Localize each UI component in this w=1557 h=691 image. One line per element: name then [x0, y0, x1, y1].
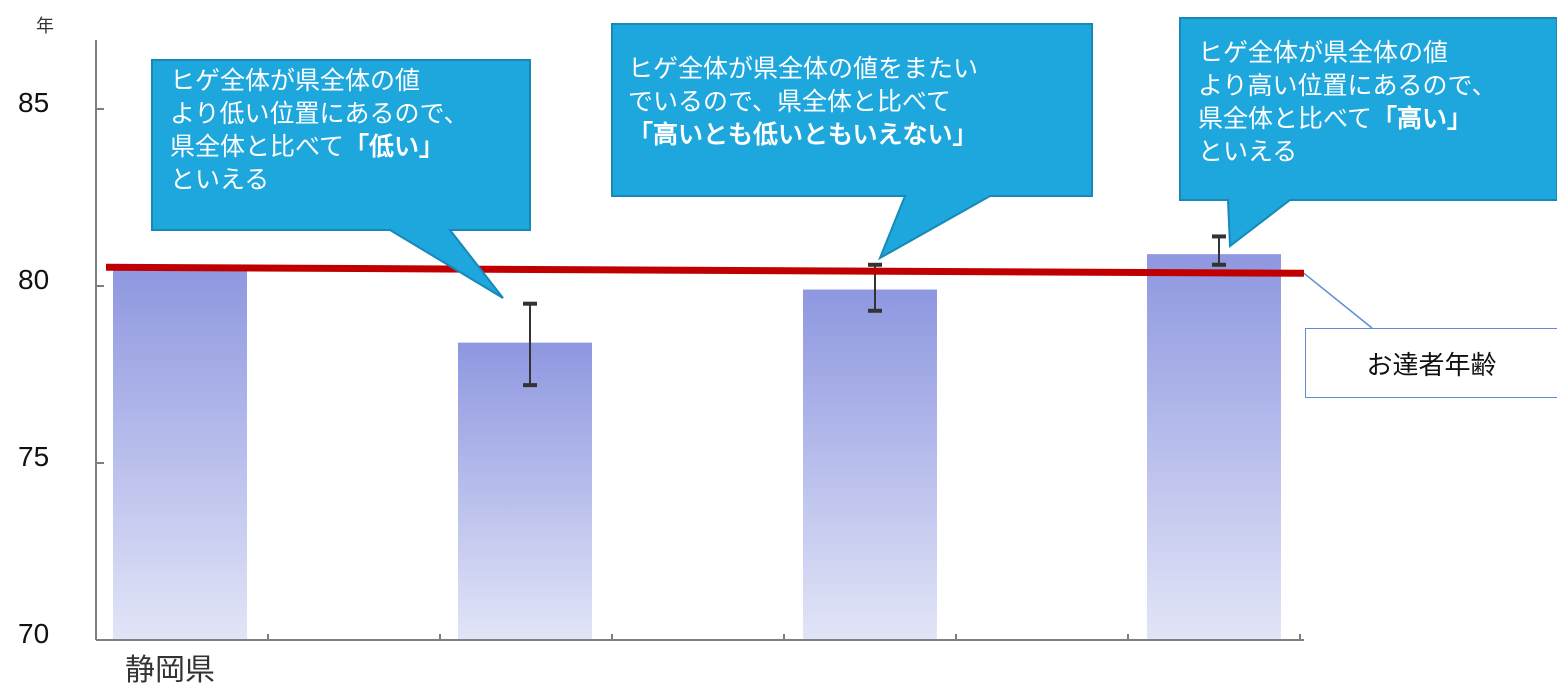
callout-neutral-line2: でいるので、県全体と比べて	[628, 87, 952, 116]
callout-neutral-line1: ヒゲ全体が県全体の値をまたい	[628, 54, 979, 83]
callout-low-line3: 県全体と比べて	[170, 132, 345, 161]
bar-3	[1147, 254, 1281, 640]
callout-neutral-text: ヒゲ全体が県全体の値をまたい でいるので、県全体と比べて 「高いとも低いともいえ…	[628, 52, 1088, 151]
callout-low-line4: といえる	[170, 165, 270, 194]
callout-low-line1: ヒゲ全体が県全体の値	[170, 66, 421, 95]
callout-neutral-emphasis: 「高いとも低いともいえない」	[628, 120, 978, 149]
y-tick-label-3: 85	[18, 87, 50, 118]
y-unit-label: 年	[36, 16, 54, 37]
axis-layer	[95, 40, 1304, 641]
callouts-layer	[151, 17, 1557, 299]
callout-neutral-bubble	[611, 23, 1093, 261]
reference-line-label: お達者年齢	[1366, 350, 1497, 381]
reference-line	[105, 263, 1305, 277]
category-label-0: 静岡県	[125, 653, 215, 688]
bar-1	[458, 342, 592, 640]
callout-high-line4: といえる	[1198, 137, 1298, 166]
reference-line-legend: お達者年齢	[1305, 328, 1557, 398]
callout-high-line1: ヒゲ全体が県全体の値	[1198, 38, 1449, 67]
callout-low-emphasis: 「低い」	[344, 132, 445, 161]
callout-high-line3: 県全体と比べて	[1198, 104, 1373, 133]
callout-low-bubble	[151, 59, 531, 299]
callout-high-emphasis: 「高い」	[1372, 104, 1473, 133]
y-tick-label-0: 70	[18, 618, 50, 649]
callout-high-bubble	[1179, 17, 1557, 248]
reference-line-layer	[105, 263, 1373, 329]
y-tick-label-1: 75	[18, 441, 50, 472]
callout-low-text: ヒゲ全体が県全体の値 より低い位置にあるので、 県全体と比べて「低い」 といえる	[170, 64, 530, 196]
bar-0	[113, 268, 247, 640]
y-tick-label-2: 80	[18, 264, 50, 295]
callout-high-line2: より高い位置にあるので、	[1198, 71, 1497, 100]
callout-low-line2: より低い位置にあるので、	[170, 99, 469, 128]
legend-leader-line	[1303, 272, 1373, 329]
bars-layer	[113, 254, 1281, 640]
callout-high-text: ヒゲ全体が県全体の値 より高い位置にあるので、 県全体と比べて「高い」 といえる	[1198, 36, 1553, 168]
bar-2	[803, 289, 937, 640]
